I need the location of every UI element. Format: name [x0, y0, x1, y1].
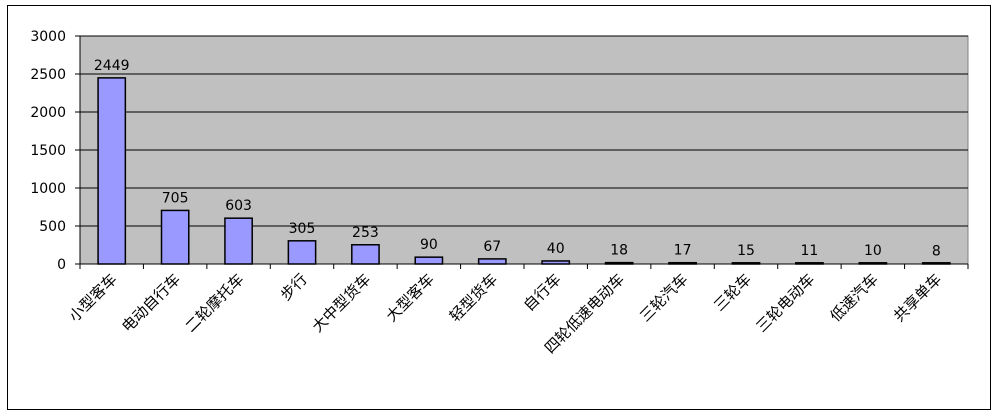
- x-tick-label-7: 自行车: [520, 270, 565, 315]
- data-label-12: 10: [864, 243, 882, 259]
- bars: [97, 77, 951, 265]
- x-tick-label-5: 大型客车: [383, 270, 438, 325]
- y-tick-label: 0: [57, 257, 66, 273]
- data-label-5: 90: [420, 237, 438, 253]
- x-tick-label-4: 大中型货车: [308, 270, 374, 336]
- data-label-10: 15: [737, 243, 755, 259]
- y-tick-label: 2500: [30, 67, 66, 83]
- data-labels: 2449 705 603 305 253 90 67 40 18 17 15 11 10 8: [94, 58, 941, 260]
- x-tick-label-6: 轻型货车: [446, 270, 501, 325]
- x-tick-label-13: 共享单车: [890, 270, 945, 325]
- data-label-4: 253: [352, 225, 379, 241]
- data-label-1: 705: [162, 190, 189, 206]
- bar-3: [287, 240, 317, 265]
- x-tick-label-12: 低速汽车: [827, 270, 882, 325]
- x-tick-label-11: 三轮电动车: [752, 270, 818, 336]
- y-tick-label: 1500: [30, 143, 66, 159]
- x-tick-label-1: 电动自行车: [118, 270, 184, 336]
- data-label-9: 17: [674, 243, 692, 259]
- x-axis: 小型客车电动自行车二轮摩托车 步行大中型货车 大型客车 轻型货车 自行车四轮低速电动车三…: [65, 263, 969, 357]
- data-label-11: 11: [801, 243, 819, 259]
- data-label-8: 18: [610, 243, 628, 259]
- x-tick-label-2: 二轮摩托车: [182, 270, 248, 336]
- data-label-3: 305: [289, 221, 316, 237]
- bar-5: [414, 256, 444, 265]
- y-axis: 0 500 1000 1500 2000 2500 3000: [30, 29, 81, 273]
- x-tick-label-0: 小型客车: [65, 270, 120, 325]
- x-tick-label-9: 三轮汽车: [636, 270, 691, 325]
- x-tick-label-3: 步行: [277, 270, 311, 304]
- bar-2: [224, 217, 253, 265]
- data-label-2: 603: [225, 198, 252, 214]
- data-label-6: 67: [483, 239, 501, 255]
- bar-1: [160, 209, 190, 265]
- y-tick-label: 2000: [30, 105, 66, 121]
- data-label-13: 8: [932, 243, 941, 259]
- bar-0: [97, 77, 127, 265]
- bar-6: [477, 258, 507, 265]
- x-tick-label-10: 三轮车: [710, 270, 755, 315]
- y-tick-label: 1000: [30, 181, 66, 197]
- y-tick-label: 500: [39, 219, 66, 235]
- data-label-7: 40: [547, 241, 565, 257]
- data-label-0: 2449: [94, 58, 130, 74]
- y-tick-label: 3000: [30, 29, 66, 45]
- bar-4: [351, 244, 380, 265]
